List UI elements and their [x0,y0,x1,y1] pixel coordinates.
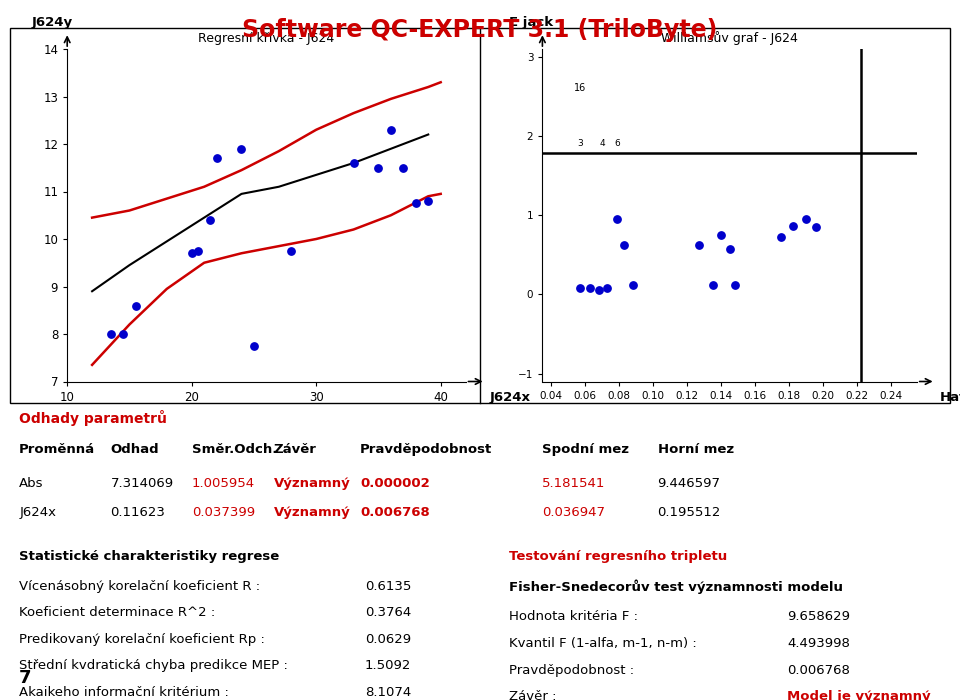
Point [599,283,614,294]
Text: Abs: Abs [19,477,44,490]
Point [572,283,588,294]
Point [346,158,361,169]
Text: Testování regresního tripletu: Testování regresního tripletu [509,550,727,564]
Text: Pravděpodobnost :: Pravděpodobnost : [509,664,634,677]
Text: 7.314069: 7.314069 [110,477,174,490]
Text: Proměnná: Proměnná [19,443,95,456]
Point [128,300,143,311]
Text: Kvantil F (1-alfa, m-1, n-m) :: Kvantil F (1-alfa, m-1, n-m) : [509,637,697,650]
Text: 8.1074: 8.1074 [365,686,411,699]
Title: Regresní křivka - J624: Regresní křivka - J624 [199,32,334,45]
Text: 0.036947: 0.036947 [542,506,606,519]
Text: 5.181541: 5.181541 [542,477,606,490]
Text: 4.493998: 4.493998 [787,637,850,650]
Text: 3: 3 [577,139,583,148]
Text: 0.11623: 0.11623 [110,506,165,519]
Point [705,279,720,290]
Point [610,214,625,225]
Point [722,244,737,255]
Text: 0.195512: 0.195512 [658,506,721,519]
Point [190,245,205,256]
Point [691,239,707,251]
Text: Závěr: Závěr [274,443,317,456]
Point [727,279,742,290]
Text: 7: 7 [19,669,32,687]
Point [383,124,398,135]
Point [247,340,262,351]
Point [408,198,423,209]
Text: 0.6135: 0.6135 [365,580,411,593]
Text: 9.658629: 9.658629 [787,610,851,624]
Text: Horní mez: Horní mez [658,443,733,456]
Text: Odhady parametrů: Odhady parametrů [19,410,167,426]
Point [234,144,250,155]
Text: Predikovaný korelační koeficient Rp :: Predikovaný korelační koeficient Rp : [19,633,265,646]
Text: Koeficient determinace R^2 :: Koeficient determinace R^2 : [19,606,215,620]
Text: J624x: J624x [490,391,531,405]
Text: Hodnota kritéria F :: Hodnota kritéria F : [509,610,637,624]
Point [371,162,386,174]
Point [713,230,729,241]
Point [583,283,598,294]
Text: Model je významný: Model je významný [787,690,931,700]
Point [420,195,436,206]
Point [590,285,607,296]
Text: 16: 16 [574,83,586,92]
Text: E jack: E jack [509,16,553,29]
Text: Hat-diag: Hat-diag [939,391,960,405]
Point [785,220,801,231]
Point [616,239,632,251]
Point [799,214,814,225]
Text: 9.446597: 9.446597 [658,477,721,490]
Title: Williamsův graf - J624: Williamsův graf - J624 [661,31,798,45]
Text: 0.0629: 0.0629 [365,633,411,646]
Text: J624y: J624y [32,16,72,29]
Text: Statistické charakteristiky regrese: Statistické charakteristiky regrese [19,550,279,564]
Point [203,214,218,225]
Text: Závěr :: Závěr : [509,690,556,700]
Text: 0.006768: 0.006768 [360,506,430,519]
Text: Pravděpodobnost: Pravděpodobnost [360,443,492,456]
Text: Akaikeho informační kritérium :: Akaikeho informační kritérium : [19,686,229,699]
Point [103,328,118,339]
Text: Fisher-Snedecorův test významnosti modelu: Fisher-Snedecorův test významnosti model… [509,580,843,594]
Text: Směr.Odch.: Směr.Odch. [192,443,277,456]
Text: Vícenásobný korelační koeficient R :: Vícenásobný korelační koeficient R : [19,580,260,593]
Text: Střední kvdratická chyba predikce MEP :: Střední kvdratická chyba predikce MEP : [19,659,288,673]
Text: Významný: Významný [274,506,350,519]
Text: 0.037399: 0.037399 [192,506,255,519]
Text: J624x: J624x [19,506,57,519]
Point [773,232,788,243]
Point [115,328,131,339]
Point [396,162,411,174]
Text: 6: 6 [614,139,620,148]
Point [625,279,640,290]
Point [808,221,824,232]
Point [283,245,299,256]
Text: Software QC-EXPERT 3.1 (TriloByte): Software QC-EXPERT 3.1 (TriloByte) [242,18,718,41]
Point [184,248,200,259]
Point [209,153,225,164]
Text: Spodní mez: Spodní mez [542,443,630,456]
Text: 0.3764: 0.3764 [365,606,411,620]
Text: 0.006768: 0.006768 [787,664,850,677]
Text: Významný: Významný [274,477,350,490]
Text: 1.5092: 1.5092 [365,659,411,673]
Text: 0.000002: 0.000002 [360,477,430,490]
Text: 4: 4 [599,139,605,148]
Text: 1.005954: 1.005954 [192,477,255,490]
Text: Odhad: Odhad [110,443,159,456]
